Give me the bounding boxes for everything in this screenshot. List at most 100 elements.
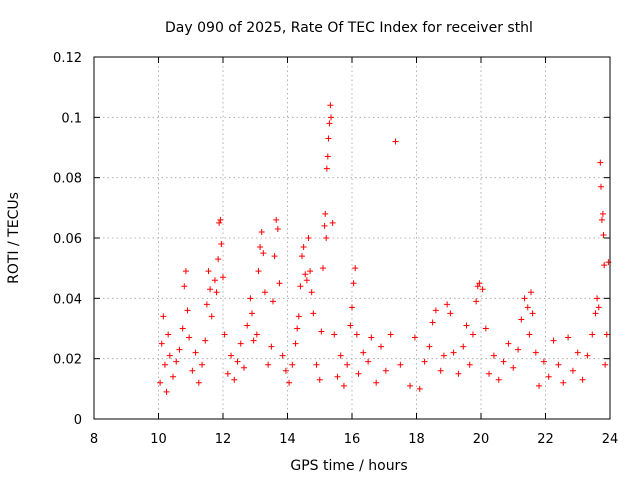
data-point xyxy=(327,102,334,109)
data-point xyxy=(598,216,605,223)
data-point xyxy=(276,280,283,287)
data-point xyxy=(579,376,586,383)
data-points xyxy=(157,102,612,395)
data-point xyxy=(308,289,315,296)
data-point xyxy=(195,379,202,386)
grid xyxy=(94,57,610,419)
data-point xyxy=(205,268,212,275)
data-point xyxy=(597,183,604,190)
data-point xyxy=(292,340,299,347)
data-point xyxy=(318,328,325,335)
x-tick-label: 18 xyxy=(408,432,425,447)
x-tick-label: 24 xyxy=(602,432,619,447)
chart-title: Day 090 of 2025, Rate Of TEC Index for r… xyxy=(165,20,533,36)
data-point xyxy=(602,361,609,368)
x-tick-label: 12 xyxy=(215,432,232,447)
data-point xyxy=(597,159,604,166)
data-point xyxy=(365,358,372,365)
data-point xyxy=(466,361,473,368)
data-point xyxy=(215,256,222,263)
data-point xyxy=(176,346,183,353)
data-point xyxy=(469,331,476,338)
data-point xyxy=(426,343,433,350)
data-point xyxy=(299,253,306,260)
data-point xyxy=(279,352,286,359)
data-point xyxy=(526,331,533,338)
data-point xyxy=(224,370,231,377)
data-point xyxy=(273,216,280,223)
data-point xyxy=(294,325,301,332)
data-point xyxy=(500,358,507,365)
data-point xyxy=(216,219,223,226)
data-point xyxy=(189,367,196,374)
data-point xyxy=(271,253,278,260)
data-point xyxy=(378,343,385,350)
data-point xyxy=(163,388,170,395)
data-point xyxy=(355,370,362,377)
data-point xyxy=(323,165,330,172)
data-point xyxy=(595,304,602,311)
data-point xyxy=(217,216,224,223)
data-point xyxy=(255,268,262,275)
data-point xyxy=(532,349,539,356)
data-point xyxy=(199,361,206,368)
data-point xyxy=(540,358,547,365)
data-point xyxy=(326,120,333,127)
data-point xyxy=(211,277,218,284)
data-point xyxy=(265,361,272,368)
data-point xyxy=(329,219,336,226)
data-point xyxy=(479,286,486,293)
data-point xyxy=(486,370,493,377)
data-point xyxy=(603,331,610,338)
x-tick-label: 14 xyxy=(279,432,296,447)
data-point xyxy=(323,235,330,241)
data-point xyxy=(397,361,404,368)
data-point xyxy=(192,349,199,356)
data-point xyxy=(170,373,177,380)
axis-ticks: 8 10 12 14 16 18 20 22 24 0 0.02 0.04 0.06 0.08 0.1 0.1… xyxy=(53,51,618,447)
data-point xyxy=(601,262,608,269)
data-point xyxy=(295,313,302,320)
data-point xyxy=(518,316,525,323)
x-tick-label: 20 xyxy=(473,432,490,447)
data-point xyxy=(282,367,289,374)
data-point xyxy=(460,343,467,350)
data-point xyxy=(437,367,444,374)
data-point xyxy=(179,325,186,332)
data-point xyxy=(173,358,180,365)
y-tick-label: 0.02 xyxy=(53,353,82,368)
data-point xyxy=(450,349,457,356)
data-point xyxy=(313,361,320,368)
data-point xyxy=(257,244,264,251)
data-point xyxy=(337,352,344,359)
y-tick-label: 0.04 xyxy=(53,292,82,307)
data-point xyxy=(253,331,260,338)
data-point xyxy=(368,334,375,341)
data-point xyxy=(207,286,214,293)
data-point xyxy=(240,364,247,371)
data-point xyxy=(221,331,228,338)
data-point xyxy=(447,310,454,317)
data-point xyxy=(231,376,238,383)
data-point xyxy=(476,280,483,287)
data-point xyxy=(160,313,167,320)
data-point xyxy=(158,340,165,347)
data-point xyxy=(495,376,502,383)
data-point xyxy=(392,138,399,145)
data-point xyxy=(429,319,436,326)
data-point xyxy=(565,334,572,341)
data-point xyxy=(289,361,296,368)
y-tick-label: 0 xyxy=(74,413,82,428)
y-tick-label: 0.1 xyxy=(61,111,82,126)
y-tick-label: 0.08 xyxy=(53,172,82,187)
data-point xyxy=(297,283,304,290)
data-point xyxy=(594,295,601,302)
x-tick-label: 16 xyxy=(344,432,361,447)
data-point xyxy=(505,340,512,347)
data-point xyxy=(274,225,281,232)
data-point xyxy=(421,358,428,365)
data-point xyxy=(258,228,265,235)
data-point xyxy=(260,250,267,257)
data-point xyxy=(589,331,596,338)
data-point xyxy=(455,370,462,377)
